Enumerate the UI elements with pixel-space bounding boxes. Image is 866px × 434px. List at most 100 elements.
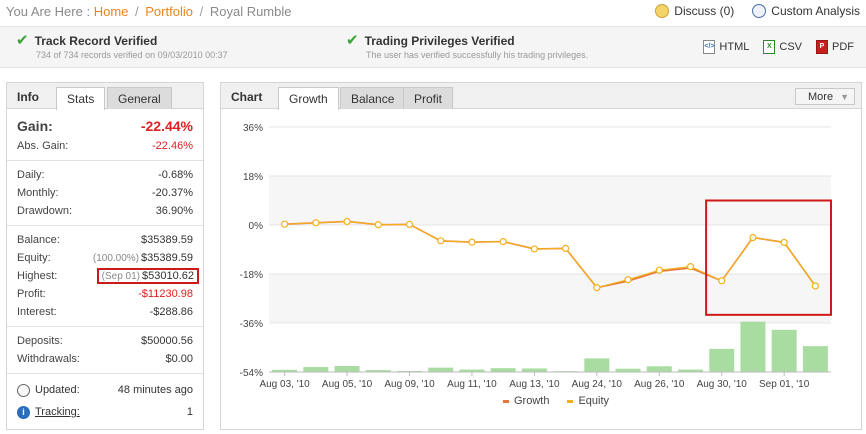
breadcrumb-prefix: You Are Here : [6, 4, 91, 19]
info-panel: Info Stats General Gain: -22.44% Abs. Ga… [6, 82, 204, 430]
divider [7, 373, 203, 374]
volume-bar [521, 368, 547, 372]
chart-tab-bar: Chart Growth Balance Profit More ▼ [221, 83, 861, 110]
tracking-row: i Tracking: 1 [17, 401, 193, 423]
y-tick-label: 18% [243, 172, 263, 183]
volume-bar [802, 346, 828, 372]
legend-equity-swatch [567, 399, 574, 403]
info-tab-bar: Info Stats General [7, 83, 203, 110]
series-line-equity [284, 220, 816, 289]
tab-general[interactable]: General [107, 87, 172, 109]
volume-bar [490, 368, 516, 372]
daily-label: Daily: [17, 169, 45, 181]
x-tick-label: Aug 05, '10 [322, 379, 373, 390]
volume-bar [428, 367, 454, 372]
equity-point [405, 220, 414, 229]
tracking-link[interactable]: Tracking: [35, 406, 80, 418]
y-tick-label: -54% [240, 368, 263, 379]
discuss-link[interactable]: Discuss (0) [655, 4, 734, 18]
equity-percent: (100.00%) [92, 253, 139, 264]
legend-equity-label: Equity [578, 395, 610, 407]
more-dropdown[interactable]: More ▼ [795, 88, 855, 105]
equity-point [437, 237, 445, 245]
y-tick-label: -18% [240, 270, 263, 281]
plot-band [269, 225, 831, 274]
daily-value: -0.68% [158, 169, 193, 181]
y-tick-label: 36% [243, 123, 263, 134]
y-tick-label: -36% [240, 319, 263, 330]
breadcrumb-portfolio-link[interactable]: Portfolio [145, 4, 193, 19]
abs-gain-row: Abs. Gain: -22.46% [17, 137, 193, 155]
equity-value: $35389.59 [141, 252, 193, 264]
divider [7, 160, 203, 161]
withdrawals-value: $0.00 [165, 353, 193, 365]
export-csv-button[interactable]: X CSV [763, 40, 802, 54]
breadcrumb-home-link[interactable]: Home [93, 4, 129, 19]
plot-band [269, 323, 831, 372]
info-icon[interactable]: i [17, 405, 30, 419]
drawdown-label: Drawdown: [17, 205, 73, 217]
y-tick-label: 0% [249, 221, 264, 232]
abs-gain-value: -22.46% [152, 140, 193, 152]
chevron-down-icon: ▼ [840, 92, 849, 102]
x-tick-label: Aug 24, '10 [572, 379, 623, 390]
growth-chart: 36% 18% 0% -18% -36% -54%Aug 03, '10 Aug 05, '… [240, 123, 832, 390]
daily-row: Daily: -0.68% [17, 166, 193, 184]
divider [7, 225, 203, 226]
legend-growth-swatch [503, 399, 509, 403]
legend-equity[interactable]: Equity [567, 395, 609, 407]
export-html-button[interactable]: </> HTML [703, 40, 749, 54]
highest-row: Highest: (Sep 01) $53010.62 [17, 267, 199, 285]
csv-file-icon: X [763, 40, 776, 54]
interest-row: Interest: -$288.86 [17, 303, 193, 321]
equity-point [686, 263, 695, 271]
export-html-label: HTML [719, 41, 750, 53]
equity-point [499, 238, 507, 246]
x-tick-label: Aug 11, '10 [447, 379, 497, 390]
volume-bar [709, 348, 735, 372]
volume-bar [397, 370, 422, 372]
volume-bar [615, 368, 641, 372]
verification-strip: ✔ Track Record Verified 734 of 734 record… [0, 26, 866, 68]
x-tick-label: Aug 03, '10 [259, 379, 310, 390]
tab-profit[interactable]: Profit [403, 87, 454, 109]
trading-privileges-subtitle: The user has verified successfully his t… [366, 50, 589, 60]
volume-bar [646, 366, 672, 372]
volume-bar [459, 369, 485, 372]
checkmark-icon: ✔ [16, 32, 29, 49]
discuss-label: Discuss (0) [674, 4, 735, 18]
updated-row: Updated: 48 minutes ago [17, 379, 193, 401]
x-tick-label: Sep 01, '10 [759, 379, 810, 390]
updated-label: Updated: [35, 384, 80, 396]
highest-date: (Sep 01) [101, 271, 140, 282]
monthly-row: Monthly: -20.37% [17, 184, 193, 202]
checkmark-icon: ✔ [346, 32, 359, 49]
breadcrumb-current: Royal Rumble [209, 4, 292, 19]
tab-balance[interactable]: Balance [340, 87, 406, 109]
tab-growth[interactable]: Growth [278, 87, 339, 110]
equity-point [374, 221, 382, 229]
track-record-title: Track Record Verified [34, 34, 158, 48]
equity-label: Equity: [17, 252, 51, 264]
custom-analysis-label: Custom Analysis [771, 4, 860, 18]
profit-value: -$11230.98 [138, 288, 193, 300]
equity-point [624, 276, 632, 284]
legend-growth[interactable]: Growth [503, 395, 549, 407]
equity-point [780, 238, 788, 247]
equity-point [343, 217, 351, 226]
track-record-verified: ✔ Track Record Verified 734 of 734 record… [16, 32, 228, 60]
equity-point [281, 220, 289, 228]
x-tick-label: Aug 30, '10 [697, 379, 748, 390]
export-pdf-button[interactable]: P PDF [816, 40, 854, 54]
export-pdf-label: PDF [832, 41, 854, 53]
pdf-file-icon: P [816, 40, 828, 54]
track-record-subtitle: 734 of 734 records verified on 09/03/201… [36, 50, 228, 60]
volume-bar [740, 321, 766, 372]
html-file-icon: </> [703, 40, 716, 54]
volume-bar [678, 369, 703, 372]
custom-analysis-link[interactable]: Custom Analysis [752, 4, 860, 18]
top-bar: You Are Here : Home / Portfolio / Royal … [0, 0, 866, 24]
tab-stats[interactable]: Stats [56, 87, 106, 110]
withdrawals-label: Withdrawals: [17, 353, 80, 365]
equity-point [562, 244, 570, 253]
